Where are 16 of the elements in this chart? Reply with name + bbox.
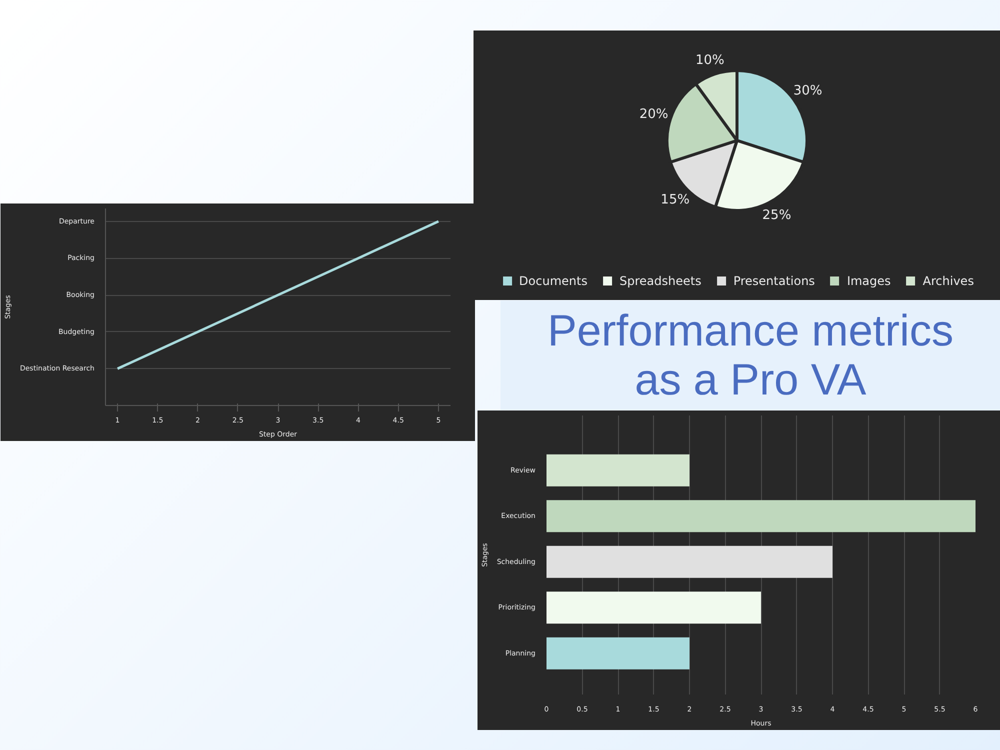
data-label: 20% (639, 107, 668, 122)
bar (546, 546, 832, 578)
text: Performance metrics as a Pro VA (548, 306, 954, 404)
data-label: 25% (762, 208, 792, 223)
legend-label: Documents (519, 274, 588, 288)
data-label: 30% (793, 84, 822, 99)
bar (546, 500, 976, 532)
bar (546, 454, 690, 486)
legend-label: Archives (922, 274, 974, 288)
data-label: 10% (696, 53, 724, 68)
bar (546, 592, 761, 624)
legend-label: Spreadsheets (619, 274, 702, 288)
data-label: 15% (660, 192, 690, 208)
bar (546, 637, 690, 670)
legend-label: Images (846, 274, 891, 288)
legend-label: Presentations (733, 274, 815, 288)
